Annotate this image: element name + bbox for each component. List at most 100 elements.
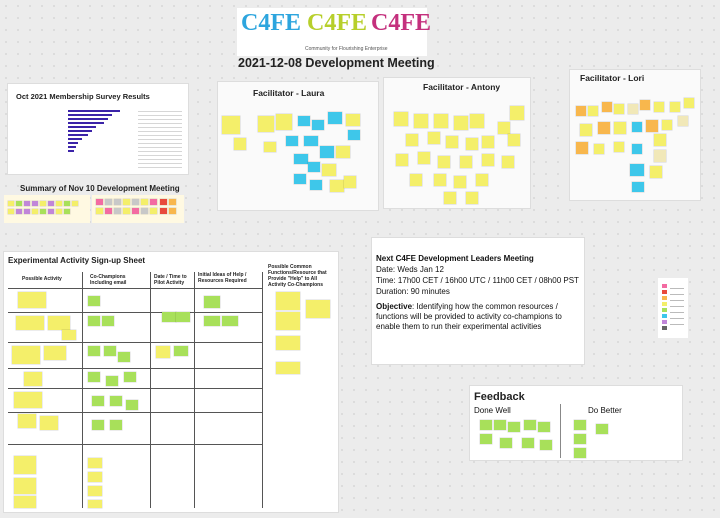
sticky-note[interactable] bbox=[294, 174, 306, 184]
sticky-note[interactable] bbox=[446, 136, 458, 148]
sticky-note[interactable] bbox=[628, 104, 638, 114]
sticky-note[interactable] bbox=[460, 156, 472, 168]
sticky-note[interactable] bbox=[306, 300, 330, 318]
sticky-note[interactable] bbox=[88, 500, 102, 508]
sticky-note[interactable] bbox=[312, 120, 324, 130]
sticky-note[interactable] bbox=[141, 199, 148, 205]
sticky-note[interactable] bbox=[328, 112, 342, 124]
sticky-note[interactable] bbox=[258, 116, 274, 132]
sticky-note[interactable] bbox=[598, 122, 610, 134]
sticky-note[interactable] bbox=[160, 199, 167, 205]
sticky-note[interactable] bbox=[576, 142, 588, 154]
sticky-note[interactable] bbox=[150, 199, 157, 205]
sticky-note[interactable] bbox=[114, 208, 121, 214]
sticky-note[interactable] bbox=[454, 116, 468, 130]
sticky-note[interactable] bbox=[320, 146, 334, 158]
sticky-note[interactable] bbox=[322, 164, 336, 176]
sticky-note[interactable] bbox=[276, 292, 300, 310]
sticky-note[interactable] bbox=[336, 146, 350, 158]
sticky-note[interactable] bbox=[88, 458, 102, 468]
sticky-note[interactable] bbox=[406, 134, 418, 146]
sticky-note[interactable] bbox=[160, 208, 167, 214]
sticky-note[interactable] bbox=[88, 296, 100, 306]
sticky-note[interactable] bbox=[174, 346, 188, 356]
sticky-note[interactable] bbox=[684, 98, 694, 108]
sticky-note[interactable] bbox=[670, 102, 680, 112]
sticky-note[interactable] bbox=[396, 154, 408, 166]
sticky-note[interactable] bbox=[141, 208, 148, 214]
sticky-note[interactable] bbox=[14, 478, 36, 494]
sticky-note[interactable] bbox=[24, 201, 30, 206]
sticky-note[interactable] bbox=[8, 201, 14, 206]
sticky-note[interactable] bbox=[438, 156, 450, 168]
sticky-note[interactable] bbox=[96, 208, 103, 214]
sticky-note[interactable] bbox=[654, 150, 666, 162]
sticky-note[interactable] bbox=[44, 346, 66, 360]
sticky-note[interactable] bbox=[169, 199, 176, 205]
sticky-note[interactable] bbox=[72, 201, 78, 206]
sticky-note[interactable] bbox=[234, 138, 246, 150]
sticky-note[interactable] bbox=[126, 400, 138, 410]
sticky-note[interactable] bbox=[32, 209, 38, 214]
sticky-note[interactable] bbox=[124, 372, 136, 382]
sticky-note[interactable] bbox=[310, 180, 322, 190]
sticky-note[interactable] bbox=[454, 176, 466, 188]
sticky-note[interactable] bbox=[470, 114, 484, 128]
sticky-note[interactable] bbox=[428, 132, 440, 144]
sticky-note[interactable] bbox=[330, 180, 344, 192]
sticky-note[interactable] bbox=[16, 316, 44, 330]
sticky-note[interactable] bbox=[308, 162, 320, 172]
sticky-note[interactable] bbox=[632, 144, 642, 154]
sticky-note[interactable] bbox=[32, 201, 38, 206]
sticky-note[interactable] bbox=[498, 122, 510, 134]
sticky-note[interactable] bbox=[48, 209, 54, 214]
sticky-note[interactable] bbox=[156, 346, 170, 358]
sticky-note[interactable] bbox=[630, 164, 644, 176]
sticky-note[interactable] bbox=[204, 316, 220, 326]
sticky-note[interactable] bbox=[632, 122, 642, 132]
sticky-note[interactable] bbox=[40, 209, 46, 214]
sticky-note[interactable] bbox=[132, 208, 139, 214]
sticky-note[interactable] bbox=[14, 496, 36, 508]
sticky-note[interactable] bbox=[88, 372, 100, 382]
sticky-note[interactable] bbox=[88, 346, 100, 356]
sticky-note[interactable] bbox=[264, 142, 276, 152]
sticky-note[interactable] bbox=[466, 192, 478, 204]
sticky-note[interactable] bbox=[298, 116, 310, 126]
sticky-note[interactable] bbox=[88, 486, 102, 496]
sticky-note[interactable] bbox=[96, 199, 103, 205]
sticky-note[interactable] bbox=[24, 209, 30, 214]
sticky-note[interactable] bbox=[444, 192, 456, 204]
sticky-note[interactable] bbox=[654, 134, 666, 146]
sticky-note[interactable] bbox=[18, 292, 46, 308]
sticky-note[interactable] bbox=[594, 144, 604, 154]
sticky-note[interactable] bbox=[132, 199, 139, 205]
sticky-note[interactable] bbox=[286, 136, 298, 146]
sticky-note[interactable] bbox=[92, 396, 104, 406]
sticky-note[interactable] bbox=[56, 209, 62, 214]
sticky-note[interactable] bbox=[18, 414, 36, 428]
sticky-note[interactable] bbox=[123, 199, 130, 205]
sticky-note[interactable] bbox=[344, 176, 356, 188]
sticky-note[interactable] bbox=[48, 316, 70, 330]
sticky-note[interactable] bbox=[646, 120, 658, 132]
sticky-note[interactable] bbox=[14, 456, 36, 474]
sticky-note[interactable] bbox=[48, 201, 54, 206]
sticky-note[interactable] bbox=[64, 209, 70, 214]
sticky-note[interactable] bbox=[304, 136, 318, 146]
sticky-note[interactable] bbox=[510, 106, 524, 120]
sticky-note[interactable] bbox=[24, 372, 42, 386]
sticky-note[interactable] bbox=[92, 420, 104, 430]
sticky-note[interactable] bbox=[106, 376, 118, 386]
sticky-note[interactable] bbox=[14, 392, 42, 408]
sticky-note[interactable] bbox=[410, 174, 422, 186]
sticky-note[interactable] bbox=[276, 336, 300, 350]
sticky-note[interactable] bbox=[105, 199, 112, 205]
sticky-note[interactable] bbox=[114, 199, 121, 205]
sticky-note[interactable] bbox=[414, 114, 428, 128]
sticky-note[interactable] bbox=[105, 208, 112, 214]
sticky-note[interactable] bbox=[508, 134, 520, 146]
sticky-note[interactable] bbox=[222, 316, 238, 326]
survey-frame[interactable]: Oct 2021 Membership Survey Results bbox=[8, 84, 188, 174]
sticky-note[interactable] bbox=[394, 112, 408, 126]
